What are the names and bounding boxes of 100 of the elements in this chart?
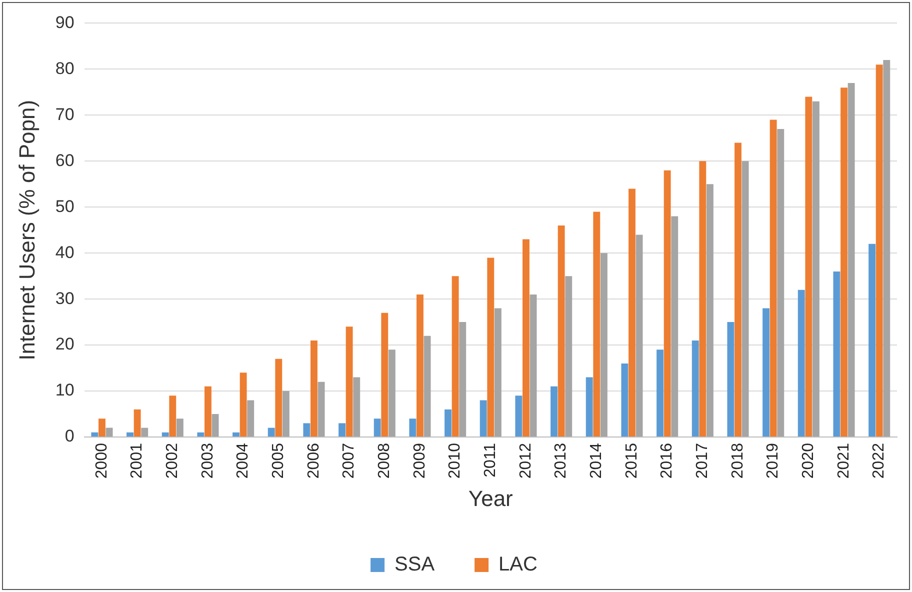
bar	[812, 101, 820, 437]
bar	[565, 276, 572, 437]
x-tick-label: 2007	[340, 442, 358, 479]
bar	[275, 358, 282, 437]
bar	[388, 350, 396, 437]
bar	[480, 400, 487, 437]
bar	[727, 322, 734, 437]
x-tick-label: 2004	[234, 442, 252, 479]
x-tick-label: 2001	[128, 442, 146, 479]
bar	[232, 432, 240, 437]
bar	[550, 386, 558, 437]
bar	[798, 290, 805, 437]
bar	[636, 234, 643, 437]
bar	[126, 432, 134, 437]
bar	[671, 216, 678, 437]
bar	[459, 322, 466, 437]
bar	[141, 428, 148, 437]
x-tick-label: 2014	[588, 442, 606, 479]
y-tick-label: 70	[55, 104, 74, 124]
x-tick-label: 2011	[482, 442, 500, 478]
bar	[318, 382, 325, 437]
y-tick-label: 10	[55, 380, 74, 400]
bar	[176, 418, 184, 437]
bar	[699, 161, 706, 437]
bar	[621, 363, 628, 437]
bar	[452, 276, 459, 437]
bar	[777, 128, 784, 437]
bar	[409, 418, 416, 437]
x-tick-label: 2018	[729, 442, 746, 479]
bar	[197, 432, 204, 437]
bar	[247, 400, 254, 437]
x-axis-title: Year	[468, 486, 513, 511]
bar	[833, 271, 840, 437]
bar	[303, 423, 310, 437]
legend-label: SSA	[394, 554, 436, 576]
y-tick-label: 50	[55, 196, 74, 216]
x-tick-label: 2016	[658, 442, 676, 479]
bar	[240, 372, 247, 437]
bar	[515, 396, 522, 437]
x-tick-label: 2010	[446, 442, 464, 479]
bar	[381, 312, 388, 437]
x-tick-label: 2017	[694, 442, 712, 479]
bar	[692, 340, 699, 437]
bar	[374, 418, 381, 437]
x-tick-label: 2013	[552, 442, 570, 479]
x-tick-label: 2009	[411, 442, 428, 479]
bar	[770, 120, 777, 437]
x-tick-label: 2015	[623, 442, 640, 479]
bar	[762, 308, 770, 437]
bar	[742, 161, 749, 437]
bar	[212, 414, 219, 437]
x-tick-label: 2022	[870, 442, 888, 479]
bar	[868, 244, 876, 437]
x-tick-label: 2003	[199, 442, 216, 479]
bar	[840, 88, 848, 437]
x-tick-label: 2008	[376, 442, 394, 479]
bar	[487, 258, 494, 437]
bar	[876, 64, 883, 437]
x-tick-label: 2019	[764, 442, 782, 479]
y-tick-label: 40	[55, 242, 74, 262]
bar	[586, 377, 593, 437]
x-tick-label: 2000	[93, 442, 110, 479]
x-tick-label: 2006	[305, 442, 322, 479]
bar	[282, 391, 290, 437]
bar	[522, 239, 530, 437]
bar	[346, 326, 353, 437]
bar	[558, 226, 565, 437]
bar	[656, 350, 664, 437]
bar	[494, 308, 502, 437]
x-tick-label: 2012	[517, 442, 534, 479]
y-tick-label: 0	[64, 426, 74, 446]
bar	[664, 170, 671, 437]
y-tick-label: 60	[55, 150, 74, 170]
bar	[424, 336, 431, 437]
bar	[353, 377, 360, 437]
bar	[98, 418, 106, 437]
y-tick-label: 90	[55, 12, 74, 32]
y-tick-label: 20	[55, 334, 74, 354]
x-tick-label: 2021	[835, 442, 852, 479]
bar	[134, 409, 141, 437]
y-tick-label: 80	[55, 58, 74, 78]
bar	[169, 396, 176, 437]
bar	[338, 423, 346, 437]
bar	[416, 294, 424, 437]
bar	[444, 409, 452, 437]
bar	[805, 96, 812, 437]
bar	[734, 142, 742, 437]
bar	[600, 253, 608, 437]
bar	[593, 212, 600, 437]
bar	[91, 432, 98, 437]
y-tick-label: 30	[55, 288, 74, 308]
y-axis-title: Internet Users (% of Popn)	[14, 100, 40, 360]
legend-label: LAC	[498, 554, 538, 576]
bar	[628, 188, 636, 437]
bar	[706, 184, 714, 437]
x-tick-label: 2002	[164, 442, 182, 479]
bar	[883, 60, 890, 437]
bar	[204, 386, 212, 437]
bar	[162, 432, 169, 437]
bar	[848, 82, 855, 437]
